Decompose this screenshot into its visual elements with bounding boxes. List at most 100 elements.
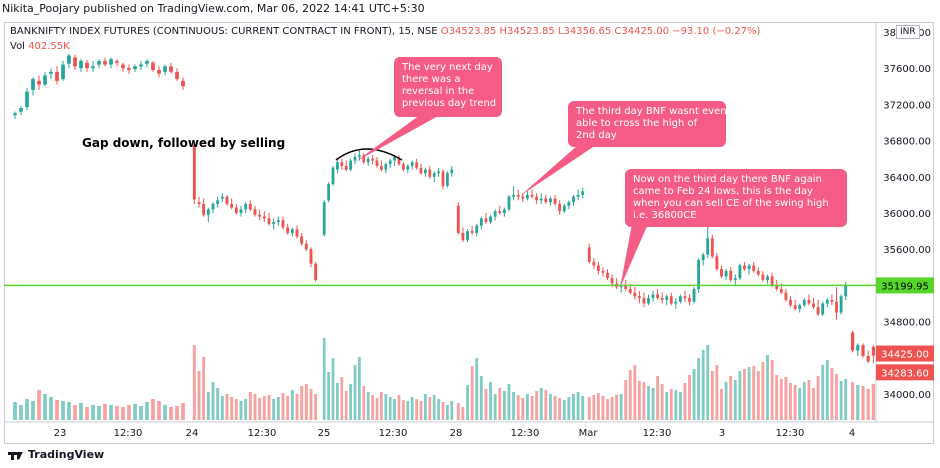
chart-frame xyxy=(4,22,934,444)
volume-bar xyxy=(521,398,525,420)
volume-bar xyxy=(692,369,696,420)
candle-body xyxy=(466,231,469,241)
candle-body xyxy=(775,285,779,290)
candle-body xyxy=(253,209,257,215)
candle-body xyxy=(669,296,673,304)
candle-body xyxy=(327,184,330,201)
currency-badge[interactable]: INR xyxy=(896,25,920,39)
x-tick-label: Mar xyxy=(579,428,599,439)
volume-bar xyxy=(73,405,77,420)
volume-bar xyxy=(314,394,318,420)
volume-bar xyxy=(489,382,492,420)
x-tick-label: 25 xyxy=(318,428,331,439)
volume-bar xyxy=(619,394,623,420)
volume-bar xyxy=(798,388,802,420)
candle-body xyxy=(336,162,339,170)
volume-bar xyxy=(835,374,838,420)
y-tick-label: 34800.00 xyxy=(883,318,931,329)
candle-body xyxy=(234,207,238,213)
annotation-feb24-lows-text: Now on the third day there BNF again came… xyxy=(633,174,829,221)
x-tick-label: 12:30 xyxy=(643,428,672,439)
volume-bar xyxy=(393,399,396,420)
volume-bar xyxy=(606,399,609,420)
x-tick-label: 3 xyxy=(719,428,725,439)
volume-bar xyxy=(733,380,737,420)
candle-body xyxy=(553,198,557,204)
candle-body xyxy=(281,220,285,228)
candle-body xyxy=(85,62,89,69)
candle-body xyxy=(388,160,392,165)
volume-bar xyxy=(871,384,876,420)
candle-body xyxy=(163,66,167,72)
volume-bar xyxy=(67,402,71,420)
candle-body xyxy=(211,203,215,210)
volume-bar xyxy=(419,401,423,420)
candle-body xyxy=(314,263,318,280)
candle-body xyxy=(437,171,440,174)
volume-bar xyxy=(115,406,119,420)
tradingview-footer[interactable]: TradingView xyxy=(8,448,104,461)
volume-bar xyxy=(747,367,751,420)
volume-bar xyxy=(567,397,571,420)
candle-body xyxy=(340,162,344,166)
volume-bars xyxy=(13,338,876,420)
candle-body xyxy=(267,218,271,224)
y-tick-label: 37600.00 xyxy=(883,64,931,75)
volume-bar xyxy=(581,396,585,420)
volume-bar xyxy=(49,397,53,420)
candle-body xyxy=(701,254,705,261)
volume-bar xyxy=(729,376,733,420)
volume-bar xyxy=(163,405,167,420)
candles xyxy=(13,53,876,364)
candle-body xyxy=(450,169,454,174)
volume-label: Vol xyxy=(10,41,25,52)
volume-bar xyxy=(683,383,687,420)
candle-body xyxy=(192,144,196,200)
candle-body xyxy=(628,289,632,293)
candle-body xyxy=(380,165,383,170)
candle-body xyxy=(525,194,529,199)
annotation-third-day-box xyxy=(568,101,726,147)
candle-body xyxy=(353,156,357,161)
candle-body xyxy=(558,203,562,212)
candle-body xyxy=(624,285,628,290)
volume-bar xyxy=(715,365,719,420)
volume-bar xyxy=(466,385,469,420)
volume-bar xyxy=(258,398,262,420)
volume-bar xyxy=(432,395,436,420)
volume-bar xyxy=(710,371,714,420)
candle-body xyxy=(475,225,479,233)
candle-body xyxy=(530,194,534,197)
candle-body xyxy=(366,158,370,163)
candle-body xyxy=(432,173,436,177)
volume-bar xyxy=(525,394,529,420)
candle-body xyxy=(601,270,605,273)
candle-body xyxy=(43,75,47,85)
candle-body xyxy=(581,191,585,195)
candle-body xyxy=(861,345,865,356)
volume-bar xyxy=(358,357,361,420)
volume-bar xyxy=(197,371,201,420)
volume-bar xyxy=(816,376,820,420)
volume-bar xyxy=(428,397,432,420)
candle-body xyxy=(706,238,710,255)
instrument-legend: BANKNIFTY INDEX FUTURES (CONTINUOUS: CUR… xyxy=(10,26,760,37)
volume-bar xyxy=(402,400,405,420)
x-tick-label: 12:30 xyxy=(114,428,143,439)
candle-body xyxy=(230,203,234,208)
volume-bar xyxy=(512,392,516,420)
candle-body xyxy=(798,305,802,309)
candle-body xyxy=(544,198,548,203)
price-tag xyxy=(876,364,934,381)
volume-bar xyxy=(384,394,388,420)
candle-body xyxy=(67,55,71,64)
volume-bar xyxy=(281,393,285,420)
volume-bar xyxy=(127,405,131,420)
candle-body xyxy=(300,236,304,244)
volume-bar xyxy=(844,379,848,420)
x-tick-label: 12:30 xyxy=(776,428,805,439)
volume-bar xyxy=(587,397,591,420)
candle-body xyxy=(733,278,737,280)
candle-body xyxy=(358,155,361,157)
